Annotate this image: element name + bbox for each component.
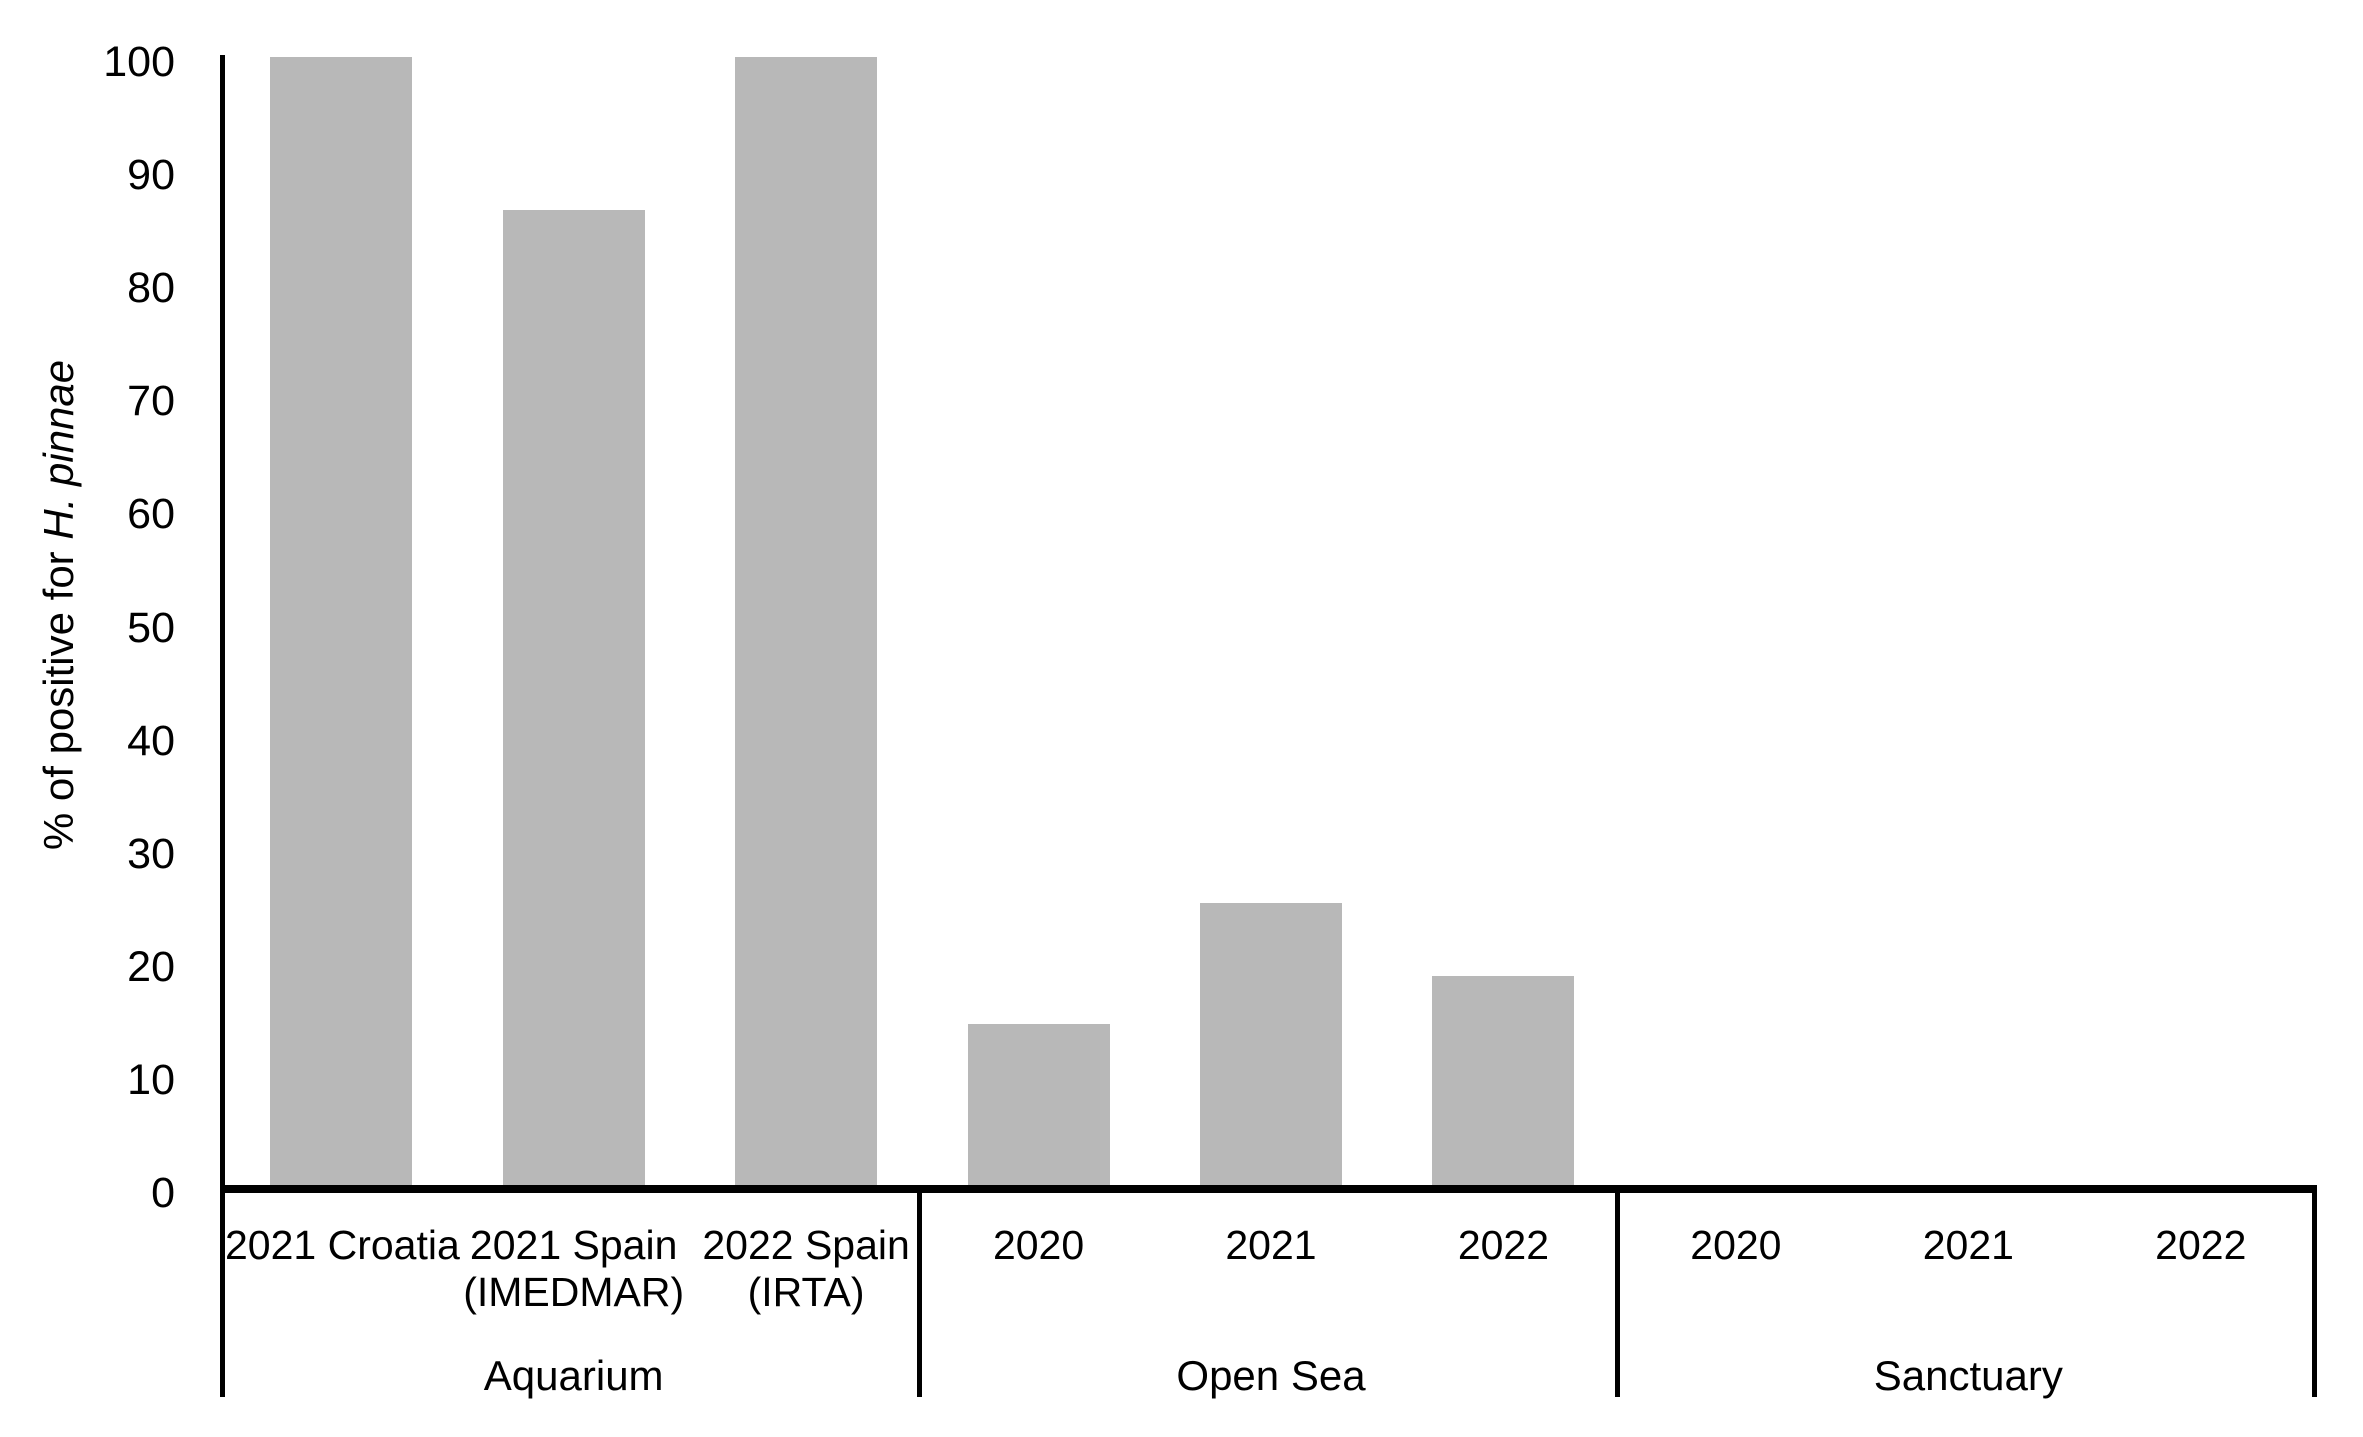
category-label: 2020 (922, 1222, 1154, 1269)
y-tick-label: 10 (127, 1055, 175, 1104)
y-tick-label: 50 (127, 603, 175, 652)
category-label: 2020 (1620, 1222, 1852, 1269)
bar (968, 1024, 1110, 1185)
y-axis-line (220, 55, 225, 1185)
category-label: 2021 Spain (IMEDMAR) (457, 1222, 689, 1316)
category-label: 2021 Croatia (225, 1222, 460, 1269)
y-tick-label: 20 (127, 942, 175, 991)
group-divider (220, 1193, 225, 1397)
group-label: Sanctuary (1873, 1352, 2063, 1399)
group-divider (1614, 1193, 1620, 1397)
category-label-line: 2021 Spain (469, 1222, 678, 1268)
group-label: Aquarium (483, 1352, 664, 1399)
category-label-line: 2020 (1690, 1222, 1782, 1268)
y-tick-label: 30 (127, 829, 175, 878)
category-label: 2022 Spain (IRTA) (690, 1222, 922, 1316)
y-tick-label: 0 (151, 1169, 175, 1217)
x-axis-line (220, 1185, 2317, 1193)
y-tick-label: 60 (127, 490, 175, 539)
category-label-line: 2022 (2155, 1222, 2247, 1268)
y-axis-title-text: % of positive for (35, 539, 82, 851)
y-tick-label: 100 (103, 38, 175, 86)
bar (1200, 903, 1342, 1185)
category-label: 2022 (1387, 1222, 1619, 1269)
y-tick-label: 90 (127, 151, 175, 200)
bar (735, 57, 877, 1185)
category-label-line: 2021 (1922, 1222, 2014, 1268)
y-tick-label: 80 (127, 264, 175, 313)
bar (503, 210, 645, 1185)
category-label-line: 2022 (1457, 1222, 1550, 1268)
category-label: 2022 (2085, 1222, 2317, 1269)
bar (270, 57, 412, 1185)
category-label-line: 2021 (1225, 1222, 1317, 1268)
group-label: Open Sea (1176, 1352, 1366, 1399)
y-tick-label: 70 (127, 377, 175, 426)
category-label-line: (IRTA) (747, 1269, 865, 1315)
category-label-line: 2022 Spain (702, 1222, 910, 1268)
group-divider (917, 1193, 923, 1397)
bar (1432, 976, 1574, 1185)
category-label: 2021 (1155, 1222, 1387, 1269)
y-tick-label: 40 (127, 716, 175, 765)
category-label: 2021 (1852, 1222, 2084, 1269)
group-divider (2312, 1193, 2317, 1397)
category-label-line: 2021 Croatia (225, 1222, 460, 1268)
category-label-line: 2020 (992, 1222, 1085, 1268)
category-label-line: (IMEDMAR) (463, 1269, 685, 1315)
